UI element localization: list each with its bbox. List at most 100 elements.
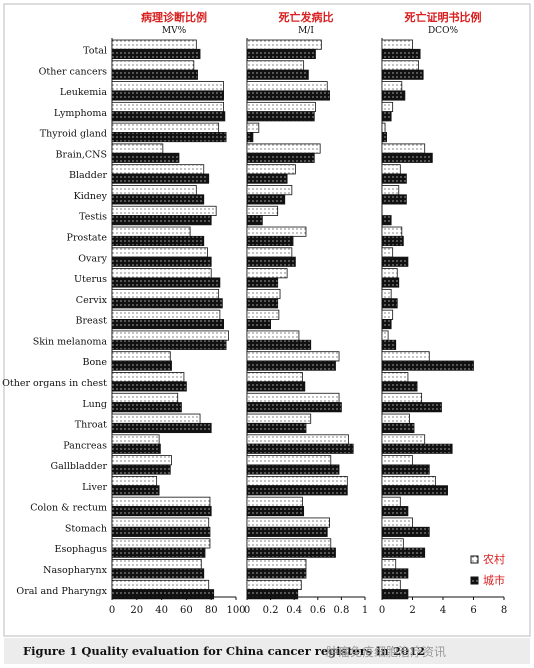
bar-urban	[381, 277, 400, 288]
bar-rural	[381, 330, 389, 341]
legend-label-urban: 城市	[483, 573, 505, 587]
bar-urban	[381, 589, 409, 600]
x-tick-label: 0.4	[286, 605, 302, 616]
x-tick-label: 4	[440, 605, 446, 616]
bar-rural	[111, 351, 171, 362]
x-tick-label: 40	[155, 605, 168, 616]
category-label: Liver	[82, 482, 107, 493]
bar-rural	[246, 517, 330, 528]
x-tick-label: 1	[362, 605, 368, 616]
bar-rural	[111, 39, 197, 50]
bar-rural	[381, 39, 413, 50]
figure-frame	[3, 3, 531, 637]
bar-urban	[246, 381, 306, 392]
bar-rural	[111, 330, 229, 341]
bar-urban	[111, 422, 212, 434]
bar-urban	[381, 443, 453, 454]
bar-rural	[381, 164, 401, 175]
bar-rural	[111, 496, 211, 507]
bar-urban	[111, 215, 212, 226]
bar-urban	[381, 568, 409, 579]
x-tick-label: 8	[501, 605, 507, 616]
category-label: Other organs in chest	[2, 378, 107, 389]
bar-rural	[381, 392, 423, 403]
bar-urban	[246, 402, 342, 413]
bar-rural	[246, 205, 279, 216]
category-label: Colon & rectum	[30, 503, 107, 514]
bar-rural	[111, 185, 197, 196]
bar-rural	[246, 434, 349, 445]
bar-rural	[246, 288, 281, 300]
bar-urban	[381, 485, 448, 496]
bar-urban	[381, 506, 409, 517]
bar-rural	[246, 185, 293, 196]
bar-urban	[381, 319, 392, 330]
bar-rural	[381, 247, 394, 258]
x-tick-label: 0.8	[333, 605, 349, 616]
bar-urban	[111, 506, 212, 517]
bar-urban	[246, 194, 286, 205]
bar-urban	[381, 360, 474, 371]
panel-title: 死亡发病比	[279, 10, 334, 24]
bar-urban	[381, 339, 397, 350]
x-tick-label: 0	[244, 605, 250, 616]
category-label: Throat	[75, 420, 107, 431]
bar-rural	[111, 475, 158, 487]
bar-urban	[111, 443, 161, 454]
bar-urban	[111, 194, 205, 205]
bar-urban	[246, 547, 336, 558]
bar-rural	[381, 60, 419, 71]
bar-urban	[246, 589, 299, 600]
bar-rural	[381, 122, 386, 133]
bar-urban	[381, 152, 433, 163]
bar-urban	[111, 589, 215, 600]
bar-rural	[111, 392, 179, 403]
bar-rural	[246, 579, 302, 590]
bar-rural	[111, 268, 212, 279]
bar-urban	[246, 132, 254, 143]
bar-urban	[111, 526, 211, 537]
bar-urban	[111, 111, 226, 122]
bar-urban	[381, 256, 409, 267]
bar-urban	[111, 132, 227, 143]
bar-rural	[111, 226, 191, 237]
bar-rural	[111, 81, 224, 92]
bar-rural	[246, 538, 332, 549]
caption-bar: Figure 1 Quality evaluation for China ca…	[4, 638, 530, 664]
category-label: Brain,CNS	[56, 149, 107, 160]
category-label: Breast	[75, 316, 107, 327]
bar-rural	[381, 309, 394, 320]
x-tick-label: 2	[409, 605, 415, 616]
bar-rural	[111, 579, 210, 590]
bar-rural	[246, 247, 293, 258]
x-tick-label: 0	[379, 605, 385, 616]
bar-rural	[246, 226, 307, 237]
bar-urban	[246, 90, 330, 101]
bar-urban	[381, 298, 398, 309]
bar-rural	[381, 101, 394, 113]
bar-rural	[246, 309, 280, 320]
bar-urban	[111, 235, 205, 247]
bar-rural	[111, 122, 220, 133]
bar-urban	[381, 48, 421, 59]
bar-urban	[381, 194, 407, 205]
bar-rural	[246, 455, 332, 466]
legend-swatch-urban	[470, 576, 479, 585]
bar-urban	[246, 526, 328, 537]
category-label: Leukemia	[60, 87, 107, 98]
x-tick-label: 100	[226, 605, 245, 616]
bar-rural	[381, 185, 400, 196]
bar-rural	[111, 143, 164, 154]
bar-rural	[111, 288, 220, 300]
x-tick-label: 20	[130, 605, 143, 616]
bar-rural	[246, 413, 312, 424]
bar-rural	[111, 205, 217, 216]
bar-urban	[246, 506, 305, 517]
bar-urban	[111, 547, 206, 558]
bar-rural	[381, 434, 426, 445]
bar-rural	[246, 372, 303, 383]
bar-rural	[111, 247, 208, 258]
bar-rural	[381, 81, 403, 92]
bar-urban	[111, 48, 201, 59]
bar-urban	[246, 111, 315, 122]
